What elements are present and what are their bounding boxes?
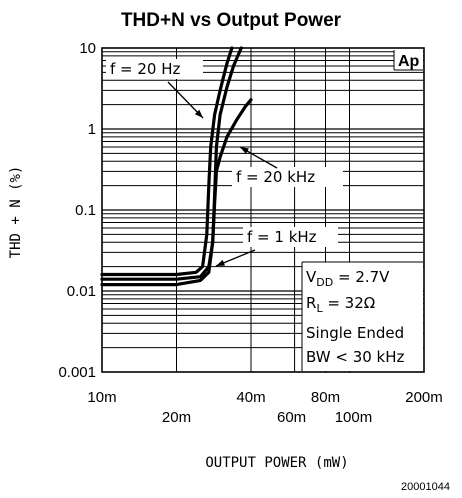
y-tick-label: 10 [79,40,96,57]
condition-line: BW < 30 kHz [306,348,405,366]
condition-line: RL = 32Ω [306,294,375,315]
figure-code: 20001044 [401,481,450,493]
x-tick-label: 200m [405,389,443,406]
label-f-1khz: f = 1 kHz [247,228,317,246]
x-axis-label: OUTPUT POWER (mW) [205,455,348,471]
y-tick-label: 0.1 [75,202,96,219]
x-tick-label: 10m [87,389,116,406]
y-tick-label: 0.01 [67,283,96,300]
y-axis-label: THD + N (%) [8,166,24,259]
series-lines [100,46,253,287]
label-f-20khz: f = 20 kHz [236,168,315,186]
x-tick-label: 100m [335,409,373,426]
arrow-f-20khz-head [240,147,249,154]
condition-line: VDD = 2.7V [306,268,390,289]
series-line [100,46,234,277]
series-line [100,98,253,281]
plot-frame [101,47,425,373]
y-tick-label: 1 [88,121,96,138]
label-f-20hz: f = 20 Hz [110,60,181,78]
label-f-1khz-background [243,227,338,247]
annotations: f = 20 Hz f = 20 kHz f = 1 kHz VDD = 2.7V RL… [106,50,423,371]
label-f-20khz-background [232,167,343,187]
corner-mark: Ap [398,53,420,70]
x-tick-label: 20m [162,409,191,426]
label-f-20hz-background [106,59,203,79]
condition-line: Single Ended [306,324,404,342]
chart-title: THD+N vs Output Power [121,10,342,31]
arrow-f-1khz-head [216,259,225,266]
x-tick-label: 40m [236,389,265,406]
conditions-background [302,262,423,371]
arrow-f-20hz-head [194,109,203,118]
y-tick-labels: 0.001 0.01 0.1 1 10 [58,40,96,381]
x-tick-label: 60m [277,409,306,426]
x-tick-label: 80m [311,389,340,406]
corner-mark-background [394,50,423,70]
x-tick-labels: 10m 20m 40m 60m 80m 100m 200m [87,389,442,426]
y-tick-label: 0.001 [58,364,96,381]
